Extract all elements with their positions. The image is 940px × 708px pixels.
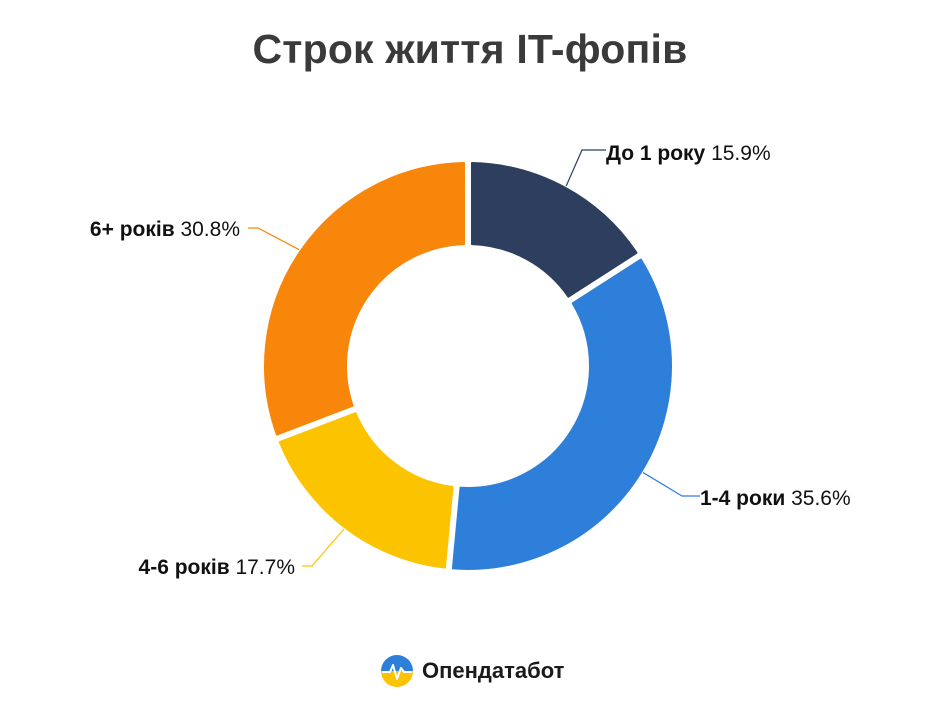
leader-line (565, 149, 606, 187)
leader-line (302, 528, 345, 567)
donut-slice (470, 162, 638, 298)
donut-slice (451, 258, 672, 570)
leader-lines (248, 149, 700, 567)
donut-slice (263, 162, 466, 436)
slice-label-name: До 1 року (606, 142, 711, 165)
slice-label-name: 4-6 років (139, 556, 236, 579)
brand-name: Опендатабот (422, 658, 565, 683)
slices-group (263, 162, 672, 570)
donut-slice (278, 412, 454, 569)
slice-labels: До 1 року 15.9% 1-4 роки 35.6% 4-6 років 1… (90, 142, 851, 579)
chart-title: Строк життя IT-фопів (252, 26, 688, 72)
slice-label-value: 17.7% (235, 556, 295, 579)
slice-label-value: 35.6% (791, 487, 851, 510)
slice-label-value: 15.9% (711, 142, 771, 165)
slice-label: 4-6 років 17.7% (139, 556, 295, 579)
slice-label: До 1 року 15.9% (606, 142, 771, 165)
slice-label: 6+ років 30.8% (90, 218, 240, 241)
slice-label-value: 30.8% (180, 218, 240, 241)
leader-line (248, 227, 300, 251)
slice-label: 1-4 роки 35.6% (700, 487, 851, 510)
slice-label-name: 6+ років (90, 218, 181, 241)
brand: Опендатабот (380, 652, 564, 690)
leader-line (642, 472, 700, 497)
slice-label-name: 1-4 роки (700, 487, 791, 510)
opendatabot-logo-icon (381, 655, 413, 687)
